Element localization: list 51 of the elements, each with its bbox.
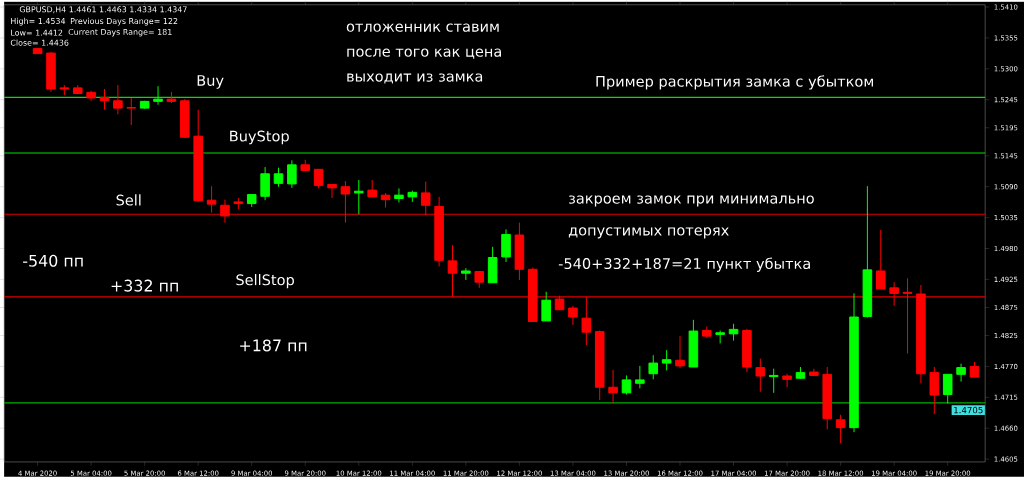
candlestick [608,369,618,405]
candlestick [313,168,324,189]
candlestick [126,97,137,126]
candlestick [327,183,337,199]
candlestick [875,229,886,290]
annotation: +187 пп [240,339,307,352]
candlestick [541,291,551,322]
candlestick [782,373,792,388]
candlestick [889,281,899,307]
candlestick [113,84,123,115]
annotation: отложенник ставим [346,23,499,32]
candlestick [755,357,766,393]
candlestick [956,363,966,383]
candlestick [354,179,364,215]
ref-line-label: BuyStop [230,130,289,145]
annotation: выходит из замка [347,73,483,84]
candlestick [648,354,659,380]
annotation: -540 пп [23,254,83,267]
candlestick [420,181,431,216]
annotation: -540+332+187=21 пункт убытка [558,257,810,272]
candlestick [942,373,953,404]
candlestick [768,368,779,394]
candlestick [635,365,645,389]
ref-line-label: 1.4705 [954,406,983,414]
candlestick [260,166,270,201]
candlestick [675,335,685,369]
ref-line-label: Buy [197,75,224,89]
candlestick [340,180,351,224]
candlestick [461,267,471,281]
annotation: Пример раскрытия замка с убытком [596,75,873,90]
candlestick [902,277,913,354]
candlestick [153,85,163,106]
candlestick [206,185,217,213]
annotation: допустимых потерях [568,227,729,239]
candlestick [835,414,846,444]
candlestick [568,305,578,326]
ref-line-label: SellStop [236,273,294,289]
candlestick [273,167,284,188]
candlestick [929,366,940,415]
candlestick [394,187,404,203]
candlestick [220,199,230,224]
candlestick [581,296,592,346]
candlestick [447,244,458,298]
candlestick [501,228,511,263]
annotation: +332 пп [111,279,178,292]
candlestick [661,349,672,371]
ref-line-label: Sell [116,194,141,206]
annotation: закроем замок при минимально [569,195,814,207]
candlestick [287,159,297,189]
annotation: после того как цена [347,48,501,59]
candlestick [621,374,632,395]
